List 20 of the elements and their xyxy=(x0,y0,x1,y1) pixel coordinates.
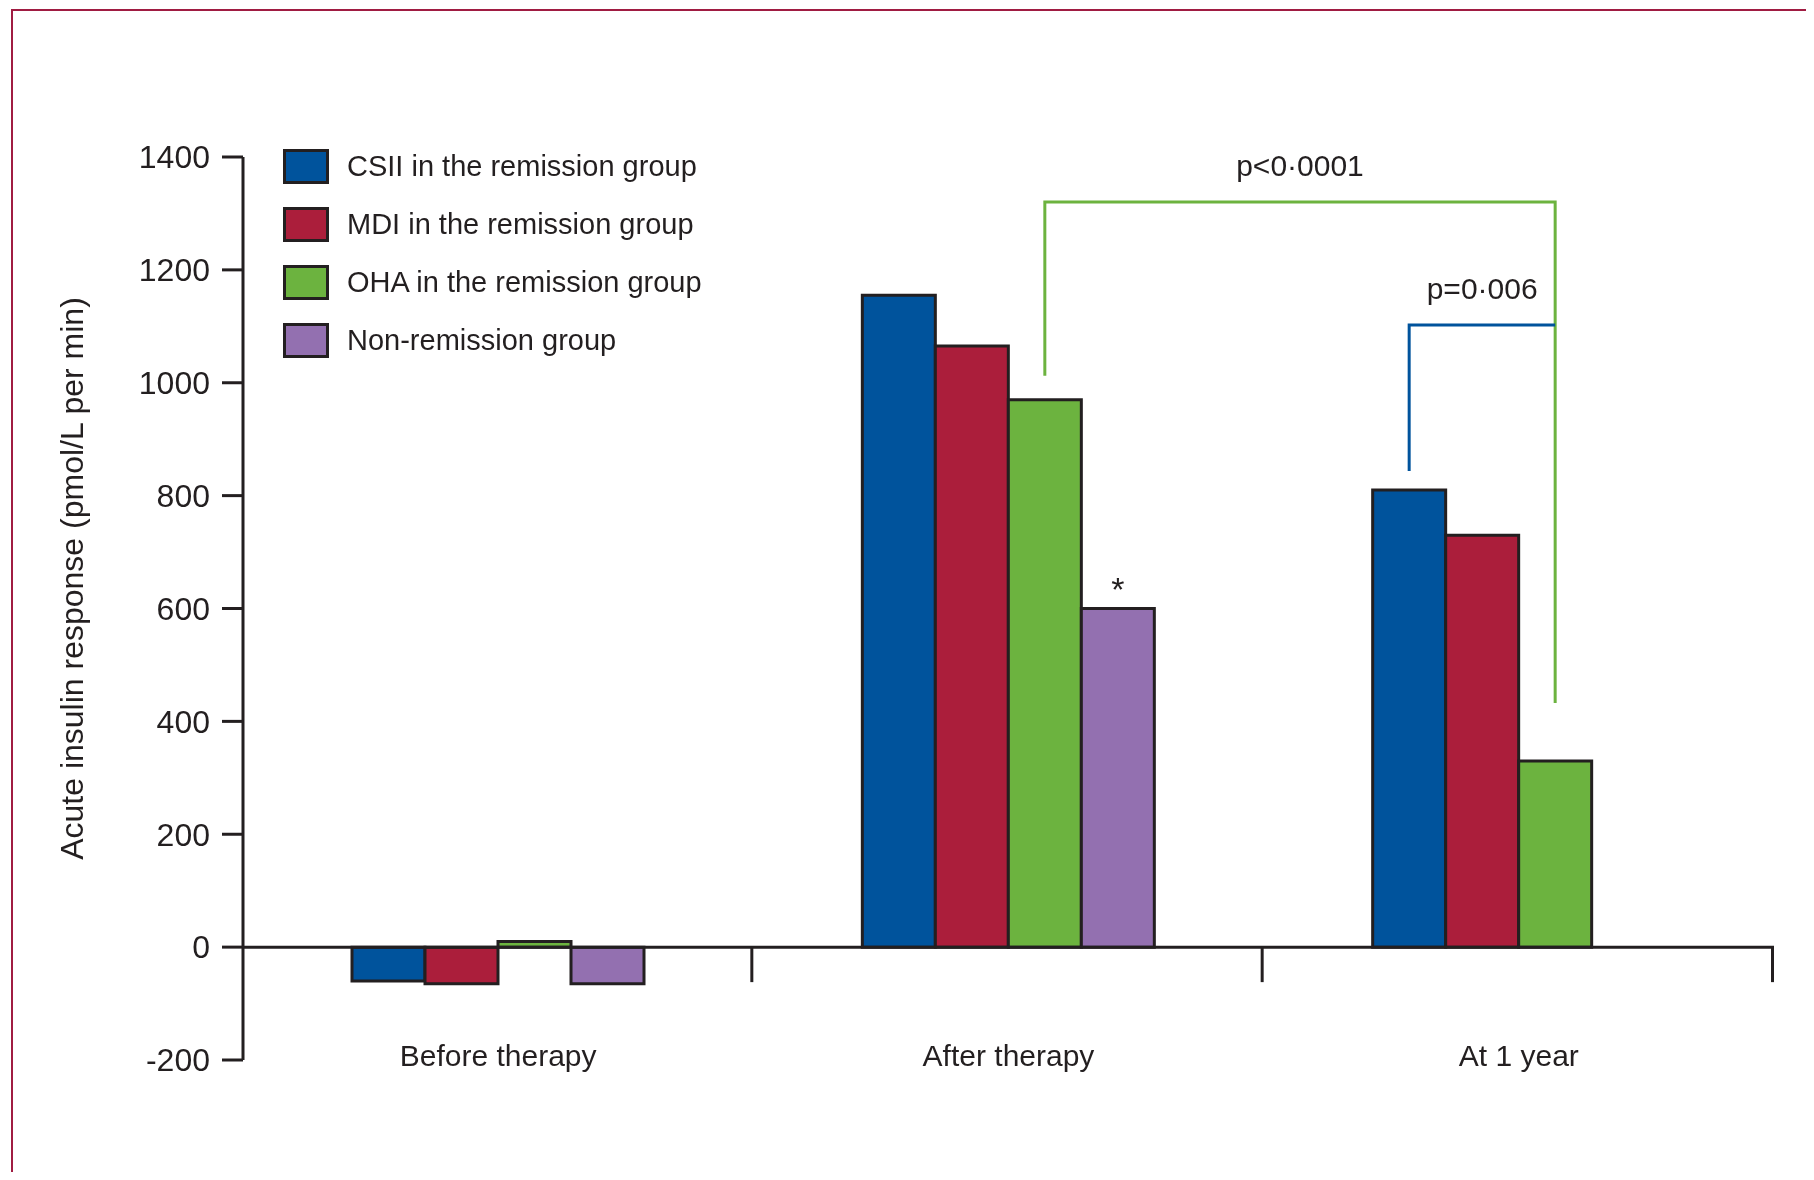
y-tick-label: 0 xyxy=(192,929,210,966)
annotation: * xyxy=(1111,569,1125,608)
y-tick-label: 400 xyxy=(156,703,210,740)
y-tick-label: -200 xyxy=(145,1042,210,1079)
y-axis-title: Acute insulin response (pmol/L per min) xyxy=(54,297,90,860)
y-tick-label: 600 xyxy=(156,590,210,627)
y-tick-label: 1400 xyxy=(138,139,210,176)
annotation: p=0·006 xyxy=(1426,272,1538,305)
x-tick-label: Before therapy xyxy=(399,1038,597,1072)
legend-label: MDI in the remission group xyxy=(347,206,694,242)
legend-label: OHA in the remission group xyxy=(347,264,702,300)
y-tick-label: 1000 xyxy=(138,365,210,402)
x-tick-label: At 1 year xyxy=(1458,1038,1579,1072)
x-tick-label: After therapy xyxy=(922,1038,1095,1072)
y-tick-label: 800 xyxy=(156,477,210,514)
annotation: p<0·0001 xyxy=(1236,149,1364,182)
legend-label: Non-remission group xyxy=(347,322,617,358)
legend-label: CSII in the remission group xyxy=(347,148,697,184)
y-tick-label: 200 xyxy=(156,816,210,853)
y-tick-label: 1200 xyxy=(138,252,210,289)
